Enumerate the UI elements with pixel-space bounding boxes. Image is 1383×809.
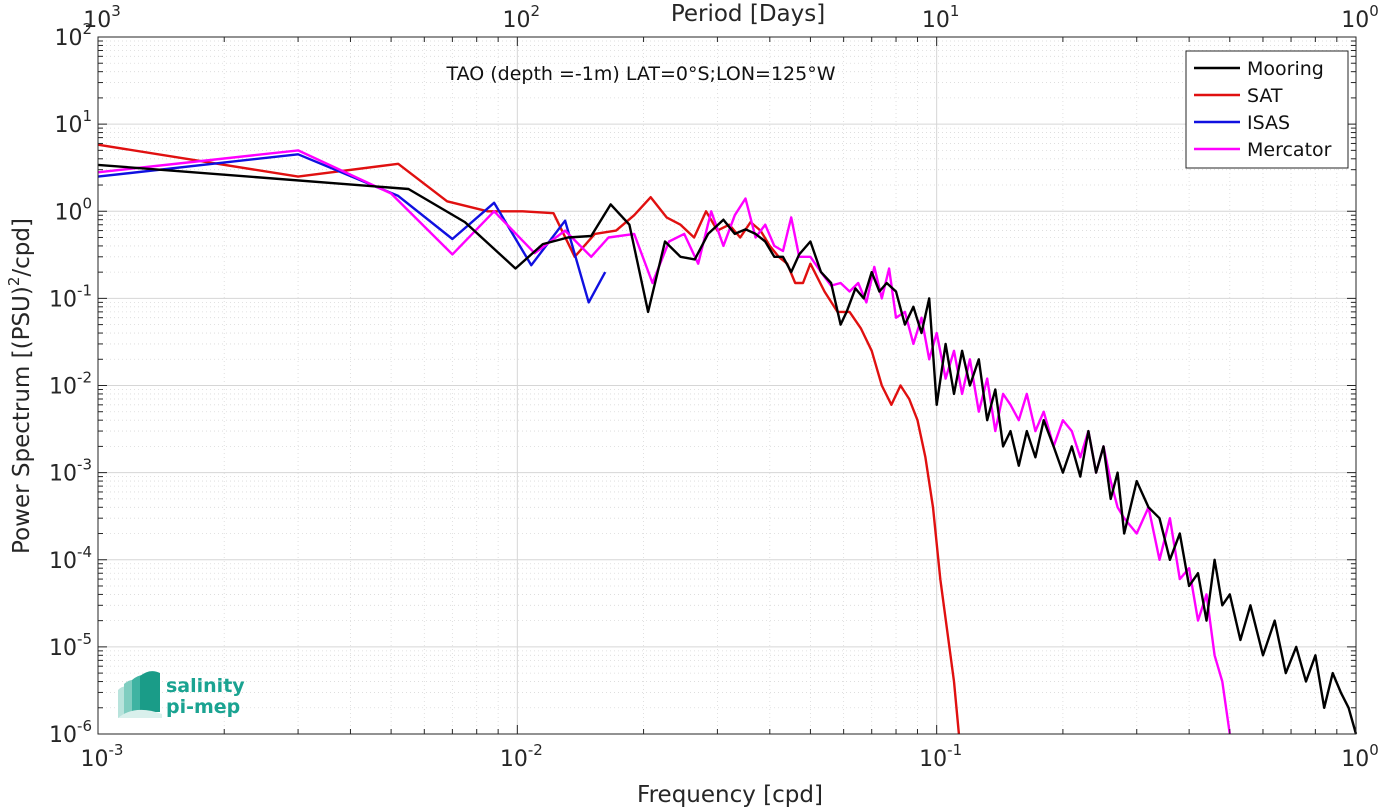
legend-label-isas: ISAS — [1247, 112, 1290, 134]
x-axis-label: Frequency [cpd] — [637, 782, 823, 808]
legend-label-mooring: Mooring — [1247, 58, 1324, 80]
y-axis-label: Power Spectrum [(PSU)2/cpd] — [5, 218, 35, 554]
y-tick-label: 100 — [54, 194, 92, 225]
series-lines — [97, 143, 1358, 735]
y-tick-label: 10-2 — [49, 369, 92, 400]
y-tick-label: 101 — [54, 107, 92, 138]
y-tick-label: 10-4 — [49, 543, 92, 574]
x-tick-label: 10-1 — [919, 741, 962, 772]
y-tick-label: 10-5 — [49, 630, 92, 661]
top-axis-label: Period [Days] — [671, 1, 825, 27]
axis-ticks — [97, 37, 1356, 735]
y-tick-label: 10-1 — [49, 281, 92, 312]
chart-title: TAO (depth =-1m) LAT=0°S;LON=125°W — [445, 63, 835, 85]
salinity-pi-mep-logo: salinity pi-mep — [118, 671, 245, 718]
series-line-mooring — [97, 163, 1358, 735]
legend-label-sat: SAT — [1247, 85, 1283, 107]
logo-text-salinity: salinity — [166, 675, 245, 697]
legend: Mooring SAT ISAS Mercator — [1185, 50, 1349, 169]
grid — [97, 37, 1356, 735]
y-tick-label: 10-3 — [49, 456, 92, 487]
top-tick-label: 100 — [1341, 2, 1379, 33]
logo-mark — [118, 671, 162, 718]
x-tick-label: 100 — [1341, 741, 1379, 772]
series-line-isas — [97, 153, 607, 304]
x-tick-label: 10-2 — [500, 741, 543, 772]
top-tick-label: 101 — [922, 2, 960, 33]
y-tick-label: 102 — [54, 20, 92, 51]
top-tick-label: 103 — [83, 2, 121, 33]
series-line-mercator — [97, 149, 1231, 735]
y-tick-label: 10-6 — [49, 717, 92, 748]
logo-text-pi-mep: pi-mep — [166, 696, 240, 718]
top-tick-label: 102 — [503, 2, 541, 33]
legend-label-mercator: Mercator — [1247, 139, 1332, 161]
x-tick-label: 10-3 — [81, 741, 124, 772]
